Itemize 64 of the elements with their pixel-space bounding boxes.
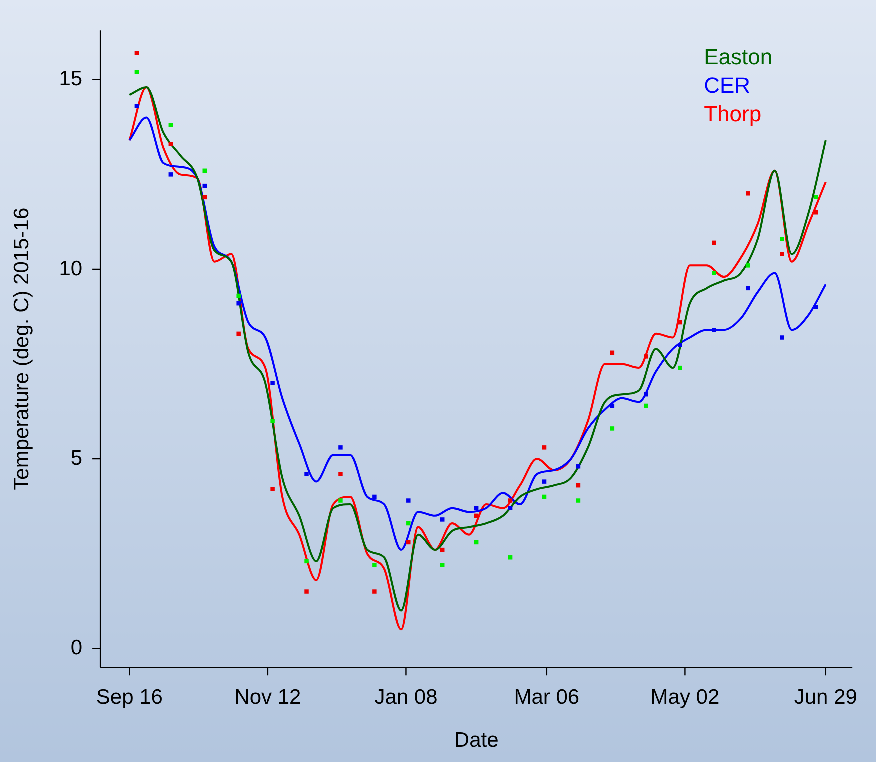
point [814,305,818,310]
point [474,506,479,510]
point [508,506,513,510]
point [304,472,309,476]
text: Easton [704,44,773,70]
point [168,142,174,146]
x-tick-label: Sep 16 [96,686,163,709]
y-tick-label: 15 [59,68,83,91]
x-tick-label: Jan 08 [374,686,438,709]
point [508,556,513,560]
text: Thorp [704,102,762,127]
point [746,286,750,291]
point [440,563,445,568]
point [338,472,343,476]
x-tick-label: Nov 12 [234,686,302,709]
x-axis-title: Date [454,729,499,752]
point [236,294,241,298]
point [406,498,411,503]
y-axis-title: Temperature (deg. C) 2015-16 [10,208,34,490]
point [270,487,275,492]
point [134,70,140,74]
point [168,172,174,177]
point [780,252,784,256]
point [542,480,547,484]
point [304,590,309,594]
x-tick-label: Jun 29 [794,686,858,709]
point [406,540,411,545]
point [576,498,581,503]
point [678,343,682,348]
point [508,498,513,503]
point [338,446,343,450]
point [644,354,649,359]
point [712,328,716,332]
point [270,419,275,424]
point [338,498,343,503]
point [542,446,547,450]
x-tick-label: May 02 [650,686,720,709]
point [712,240,716,246]
y-tick-label: 5 [70,446,83,470]
x-tick-label: Mar 06 [514,686,580,709]
point [134,51,140,56]
point [746,192,750,196]
point [814,195,818,200]
y-tick-label: 10 [59,257,83,280]
point [712,271,716,276]
y-tick-label: 0 [70,636,83,660]
point [678,320,682,325]
point [270,381,275,386]
point [746,264,750,268]
point [610,426,615,431]
point [236,301,241,306]
point [576,464,581,469]
point [440,518,445,522]
point [372,494,377,500]
point [236,332,241,336]
text: CER [704,73,751,98]
point [780,237,784,242]
point [372,590,377,594]
point [372,563,377,568]
point [780,336,784,340]
point [678,366,682,370]
point [814,210,818,215]
point [304,559,309,564]
point [406,521,411,526]
